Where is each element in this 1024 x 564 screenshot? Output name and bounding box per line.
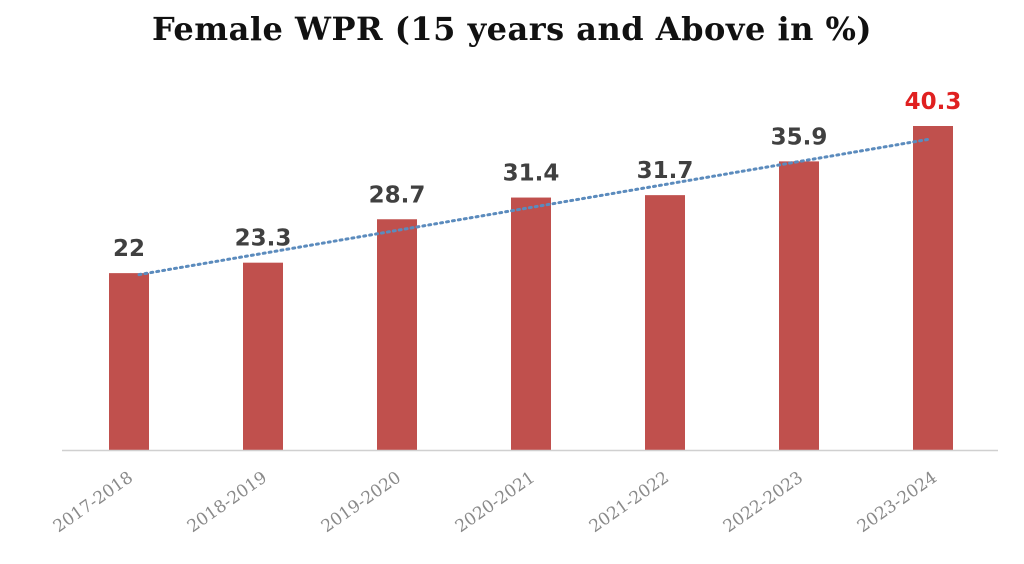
x-tick-2021-2022: 2021-2022	[586, 468, 673, 537]
x-tick-labels-layer: 2017-2018 2018-2019 2019-2020 2020-2021 2021…	[50, 468, 941, 537]
bar-2018-2019	[243, 262, 283, 450]
bar-2021-2022	[645, 195, 685, 450]
data-label-2017-2018: 22	[113, 236, 145, 262]
x-tick-2019-2020: 2019-2020	[318, 468, 405, 537]
data-label-2018-2019: 23.3	[235, 226, 292, 252]
trendline-layer	[137, 137, 930, 277]
bar-2017-2018	[109, 273, 149, 450]
x-tick-2018-2019: 2018-2019	[184, 468, 271, 537]
x-tick-2020-2021: 2020-2021	[452, 468, 539, 537]
data-label-2020-2021: 31.4	[503, 161, 560, 187]
x-tick-2017-2018: 2017-2018	[50, 468, 137, 537]
x-tick-2022-2023: 2022-2023	[720, 468, 807, 537]
data-label-2023-2024: 40.3	[905, 89, 962, 115]
bar-2019-2020	[377, 219, 417, 450]
bar-2020-2021	[511, 197, 551, 450]
data-label-2019-2020: 28.7	[369, 182, 426, 208]
data-label-2022-2023: 35.9	[771, 124, 828, 150]
bar-2022-2023	[779, 161, 819, 450]
trendline	[137, 137, 930, 277]
x-tick-2023-2024: 2023-2024	[854, 468, 941, 537]
bar-2023-2024	[913, 126, 953, 450]
value-labels-layer: 22 23.3 28.7 31.4 31.7 35.9 40.3	[113, 89, 961, 262]
data-label-2021-2022: 31.7	[637, 158, 694, 184]
bars-layer	[109, 126, 953, 450]
chart-title: Female WPR (15 years and Above in %)	[151, 10, 873, 48]
